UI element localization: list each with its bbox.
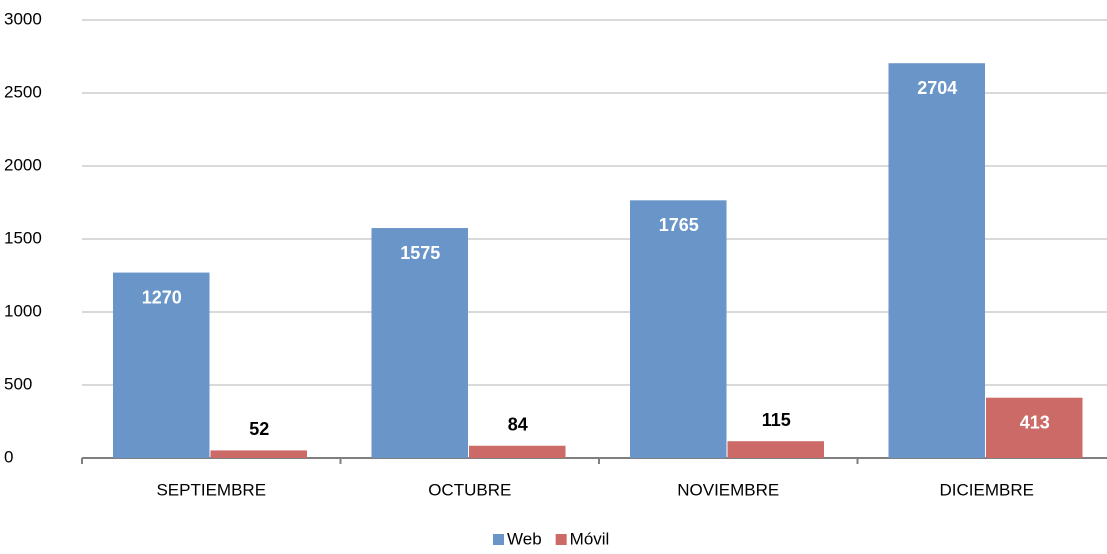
y-tick-label: 2500 [4,82,42,101]
legend-swatch [493,534,504,545]
bar [469,445,566,458]
x-tick-label: OCTUBRE [428,480,511,499]
data-label: 115 [762,410,791,430]
bar [113,272,210,458]
y-tick-label: 0 [4,447,13,466]
bar [888,63,985,458]
bar [630,200,727,458]
data-label: 84 [508,414,528,434]
legend-label: Web [507,529,542,548]
data-label: 52 [249,419,269,439]
bar [727,441,824,458]
bar [986,397,1083,458]
y-tick-label: 1000 [4,301,42,320]
legend-swatch [555,534,567,545]
x-tick-label: NOVIEMBRE [677,480,779,499]
legend-label: Móvil [570,529,610,548]
y-tick-label: 2000 [4,155,42,174]
x-tick-label: DICIEMBRE [940,480,1034,499]
bar [210,450,307,458]
data-label: 1765 [659,215,699,235]
y-tick-label: 3000 [4,9,42,28]
x-tick-label: SEPTIEMBRE [156,480,266,499]
data-label: 413 [1020,412,1050,432]
data-label: 2704 [917,78,957,98]
data-label: 1575 [400,243,440,263]
y-tick-label: 500 [4,374,32,393]
data-label: 1270 [142,287,182,307]
bar [371,228,468,458]
y-tick-label: 1500 [4,228,42,247]
